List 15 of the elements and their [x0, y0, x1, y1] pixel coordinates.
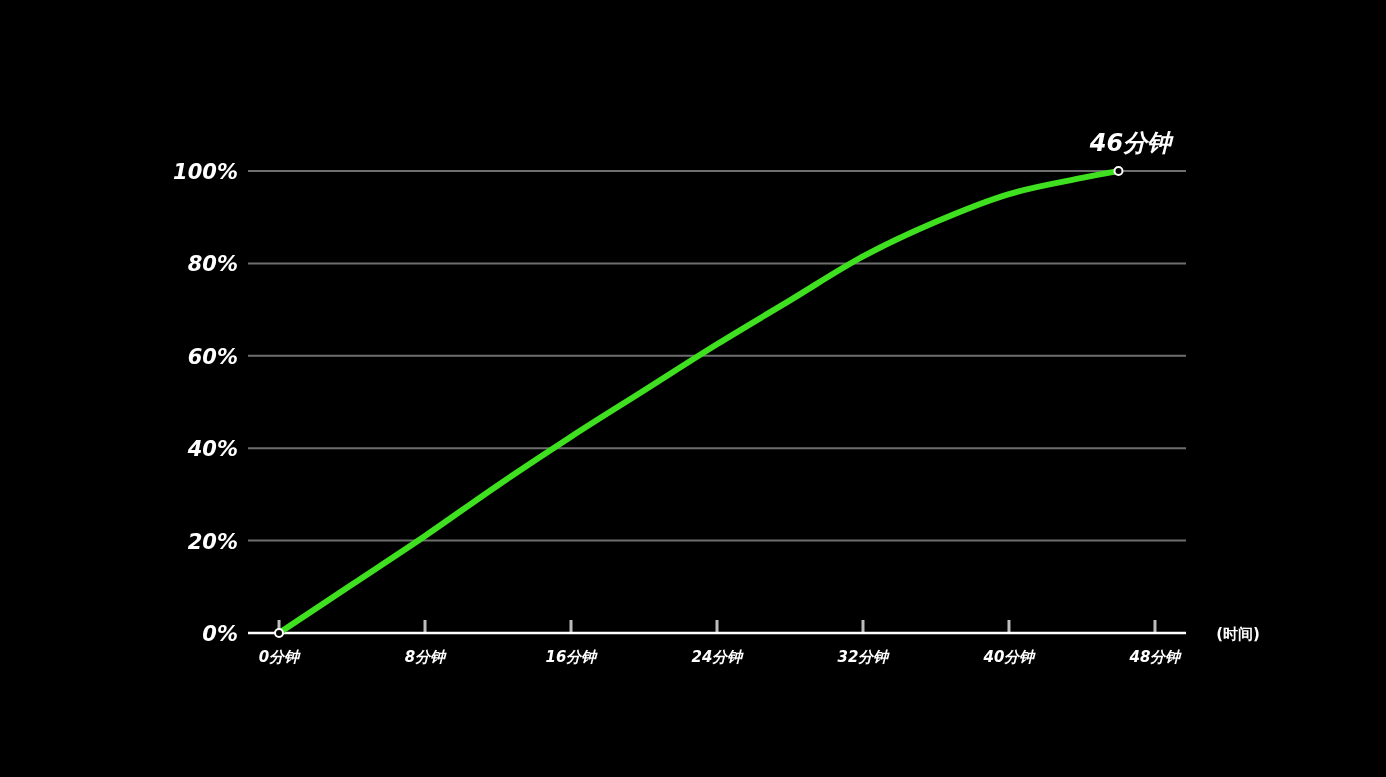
annotation: 46分钟: [1088, 129, 1175, 157]
x-tick-label: 40分钟: [982, 648, 1037, 666]
y-tick-label: 80%: [187, 252, 238, 277]
y-tick-label: 0%: [202, 622, 238, 646]
y-tick-label: 100%: [173, 160, 238, 184]
x-tick-label: 24分钟: [691, 648, 745, 666]
y-tick-label: 20%: [187, 529, 238, 554]
x-tick-label: 8分钟: [404, 648, 448, 666]
x-tick-label: 32分钟: [837, 648, 891, 666]
x-axis-title: (时间): [1216, 625, 1260, 643]
x-tick-label: 16分钟: [545, 648, 599, 666]
x-tick-label: 0分钟: [258, 648, 302, 666]
y-tick-label: 40%: [186, 437, 238, 462]
y-tick-label: 60%: [187, 344, 238, 369]
x-tick-label: 48分钟: [1128, 648, 1183, 666]
